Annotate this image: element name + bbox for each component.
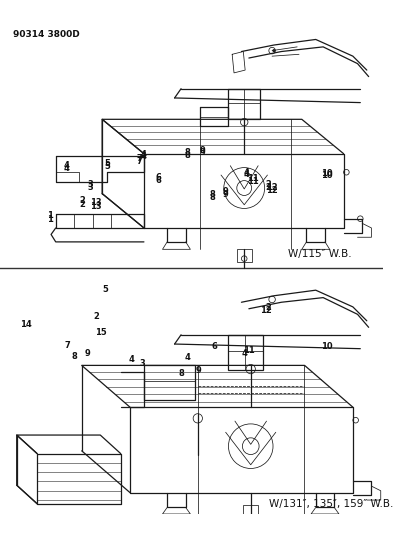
Text: 2: 2: [265, 183, 271, 192]
Text: 10: 10: [321, 342, 333, 351]
Text: 7: 7: [137, 157, 143, 166]
Text: 3: 3: [87, 183, 93, 192]
Text: 10: 10: [321, 168, 333, 177]
Text: 4: 4: [140, 150, 146, 159]
Text: 4: 4: [244, 168, 250, 176]
Text: 90314 3800D: 90314 3800D: [13, 30, 80, 39]
Text: 3: 3: [140, 359, 145, 368]
Text: 13: 13: [90, 198, 101, 207]
Text: 4: 4: [140, 152, 146, 161]
Text: 8: 8: [209, 190, 215, 199]
Text: 2: 2: [265, 303, 271, 312]
Text: 8: 8: [209, 193, 215, 203]
Text: 5: 5: [102, 285, 108, 294]
Text: W/115″ W.B.: W/115″ W.B.: [288, 248, 351, 259]
Text: 12: 12: [266, 183, 278, 192]
Bar: [243, 505, 258, 516]
Text: 1: 1: [47, 214, 53, 223]
Text: 15: 15: [96, 328, 107, 337]
Text: 11: 11: [243, 346, 255, 355]
Text: 9: 9: [196, 366, 202, 375]
Text: 2: 2: [94, 312, 100, 321]
Text: 12: 12: [266, 187, 278, 196]
Text: 9: 9: [223, 190, 229, 199]
Text: 9: 9: [200, 148, 206, 157]
Text: 14: 14: [20, 320, 32, 329]
Text: 7: 7: [64, 341, 70, 350]
Text: 8: 8: [179, 369, 185, 378]
Text: 6: 6: [211, 342, 217, 351]
Text: 5: 5: [104, 159, 110, 168]
Text: 8: 8: [72, 352, 77, 361]
Text: 5: 5: [104, 161, 110, 171]
Text: 3: 3: [87, 180, 93, 189]
Text: 4: 4: [64, 164, 70, 173]
Text: 8: 8: [185, 150, 190, 159]
Text: 1: 1: [47, 211, 53, 220]
Text: 9: 9: [223, 187, 229, 196]
Text: 11: 11: [247, 174, 258, 183]
Text: 4: 4: [64, 161, 70, 171]
Bar: [227, 335, 263, 370]
Text: 4: 4: [244, 171, 250, 180]
Text: 12: 12: [260, 306, 272, 316]
Bar: [237, 249, 252, 262]
Text: 11: 11: [247, 177, 258, 186]
Text: W/131″, 135″, 159″ W.B.: W/131″, 135″, 159″ W.B.: [269, 499, 394, 510]
Text: 4: 4: [185, 353, 190, 362]
Text: 6: 6: [156, 173, 162, 182]
Text: 13: 13: [90, 202, 101, 211]
Text: 8: 8: [185, 148, 190, 157]
Text: 4: 4: [129, 356, 135, 365]
Text: 6: 6: [156, 176, 162, 185]
Text: 2: 2: [265, 180, 271, 189]
Text: 2: 2: [80, 196, 85, 205]
Text: 9: 9: [85, 349, 91, 358]
Text: 4: 4: [242, 350, 248, 359]
Text: 7: 7: [137, 154, 143, 163]
Text: 10: 10: [321, 172, 333, 181]
Text: 2: 2: [80, 199, 85, 208]
Text: 9: 9: [200, 146, 206, 155]
